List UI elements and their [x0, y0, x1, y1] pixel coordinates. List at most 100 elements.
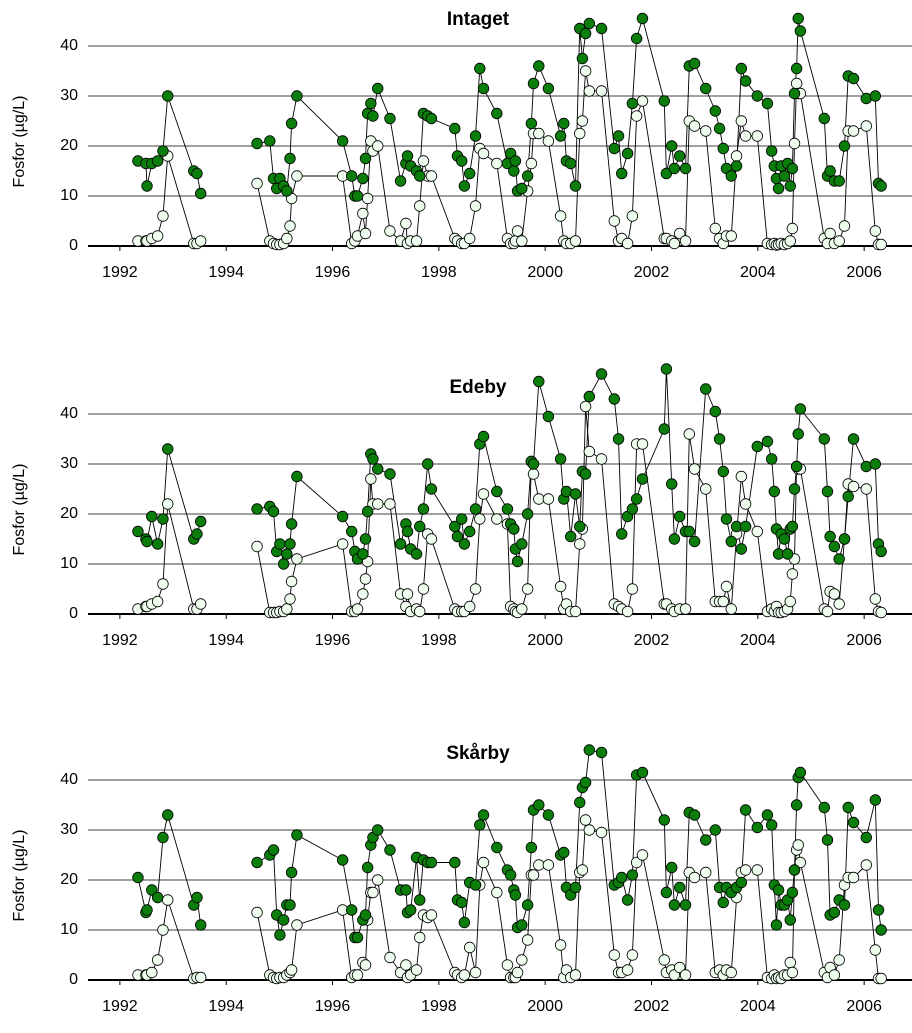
data-point: [401, 525, 414, 538]
data-point: [558, 846, 570, 859]
data-point: [869, 794, 882, 806]
data-point: [860, 859, 872, 871]
data-point: [251, 540, 263, 553]
x-tick-label: 1994: [208, 998, 244, 1015]
data-point: [533, 799, 545, 811]
data-point: [673, 961, 686, 974]
data-point: [679, 899, 692, 911]
data-point: [151, 891, 164, 904]
data-point: [458, 969, 471, 981]
data-point: [414, 520, 426, 533]
data-point: [146, 966, 158, 979]
data-point: [770, 919, 783, 931]
data-point: [516, 919, 528, 931]
data-point: [151, 230, 164, 242]
data-point: [666, 140, 678, 152]
data-point: [621, 894, 634, 906]
data-point: [569, 881, 582, 894]
data-point: [730, 150, 743, 162]
data-point: [688, 871, 701, 884]
data-point: [456, 513, 468, 525]
y-tick-label: 0: [69, 605, 78, 622]
data-point: [700, 82, 712, 95]
data-point: [477, 856, 490, 869]
data-point: [285, 866, 298, 879]
data-point: [284, 220, 296, 232]
data-point: [821, 834, 834, 846]
data-point: [533, 493, 545, 505]
data-point: [660, 363, 673, 375]
data-point: [786, 520, 799, 533]
data-point: [673, 881, 686, 894]
y-tick-label: 40: [60, 405, 78, 422]
data-point: [784, 235, 796, 247]
data-point: [751, 864, 764, 876]
data-point: [761, 809, 774, 821]
data-point: [608, 215, 620, 227]
data-point: [277, 558, 290, 570]
data-point: [359, 533, 372, 545]
data-point: [875, 545, 887, 558]
data-point: [285, 117, 298, 130]
data-point: [583, 445, 596, 458]
data-point: [422, 458, 434, 470]
x-tick-label: 2000: [527, 264, 563, 281]
data-point: [469, 200, 482, 212]
data-point: [583, 390, 596, 403]
data-point: [267, 844, 280, 856]
data-point: [542, 493, 555, 505]
data-point: [709, 405, 722, 418]
data-point: [361, 861, 374, 874]
data-point: [267, 505, 280, 518]
data-point: [621, 147, 634, 160]
data-point: [838, 533, 851, 545]
data-point: [688, 463, 701, 475]
y-tick-label: 10: [60, 555, 78, 572]
data-point: [636, 12, 649, 25]
y-tick-label: 0: [69, 971, 78, 988]
data-point: [700, 866, 712, 879]
data-point: [626, 210, 639, 222]
data-point: [141, 535, 153, 548]
data-point: [751, 90, 764, 102]
data-point: [162, 90, 174, 102]
data-point: [195, 919, 207, 931]
data-point: [630, 32, 643, 45]
data-point: [458, 916, 471, 929]
y-axis-title: Fosfor (µg/L): [11, 830, 28, 922]
x-tick-label: 2006: [846, 998, 882, 1015]
data-point: [509, 889, 522, 901]
x-tick-label: 1994: [208, 632, 244, 649]
data-point: [658, 814, 670, 826]
data-point: [630, 856, 643, 869]
data-point: [351, 969, 364, 981]
data-point: [372, 463, 384, 475]
data-point: [569, 180, 582, 192]
data-point: [425, 112, 438, 125]
data-point: [790, 460, 803, 473]
data-point: [285, 575, 298, 588]
data-point: [477, 430, 490, 443]
data-point: [527, 458, 540, 470]
data-point: [132, 871, 144, 884]
data-point: [491, 485, 503, 498]
data-point: [357, 207, 369, 220]
data-point: [456, 896, 468, 909]
data-point: [761, 435, 774, 448]
data-point: [511, 555, 524, 568]
data-point: [491, 107, 503, 120]
data-point: [449, 122, 461, 135]
data-point: [761, 97, 774, 110]
data-point: [725, 230, 737, 242]
data-point: [191, 891, 203, 904]
data-point: [365, 97, 377, 110]
data-point: [281, 185, 293, 197]
data-point: [542, 809, 555, 821]
data-point: [673, 150, 686, 162]
data-point: [875, 238, 887, 251]
data-point: [569, 969, 582, 981]
data-point: [291, 470, 303, 483]
data-point: [833, 553, 845, 565]
data-point: [626, 949, 639, 961]
data-point: [595, 453, 608, 465]
